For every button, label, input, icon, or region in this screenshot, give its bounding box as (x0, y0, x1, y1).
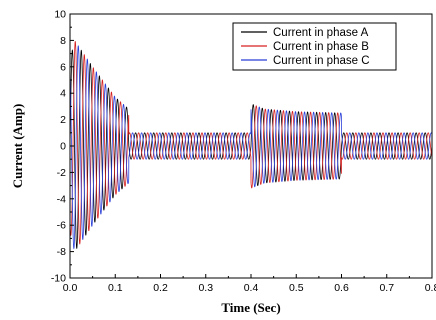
x-tick-label: 0.5 (289, 282, 304, 294)
y-axis-title: Current (Amp) (10, 104, 25, 189)
series-layer (70, 40, 432, 250)
axis-layer: 0.0 0.1 0.2 0.3 0.4 0.5 0.6 0.7 0.8 10 8 6 4 2 0 -2 -4 -6… (51, 9, 436, 295)
y-tick-label: -8 (57, 246, 66, 258)
x-tick-label: 0.1 (108, 282, 123, 294)
legend-label: Current in phase A (273, 27, 369, 39)
series-line-phase-a (70, 49, 432, 249)
x-axis-title: Time (Sec) (221, 300, 280, 315)
legend: Current in phase A Current in phase B Curr… (232, 22, 397, 71)
x-tick-label: 0.4 (244, 282, 259, 294)
y-tick-label: -10 (51, 273, 66, 285)
y-tick-label: 2 (60, 114, 66, 126)
series-line-phase-c (70, 45, 432, 250)
y-tick-label: 8 (60, 35, 66, 47)
x-tick-label: 0.0 (63, 282, 78, 294)
y-tick-label: -2 (57, 167, 66, 179)
y-tick-label: -6 (57, 220, 66, 232)
y-tick-label: 6 (60, 61, 66, 73)
x-tick-label: 0.2 (153, 282, 168, 294)
y-tick-label: -4 (57, 193, 66, 205)
x-tick-label: 0.6 (334, 282, 349, 294)
legend-label: Current in phase B (273, 41, 369, 53)
series-line-phase-b (70, 40, 432, 245)
x-tick-label: 0.3 (198, 282, 213, 294)
legend-label: Current in phase C (273, 55, 370, 67)
x-tick-label: 0.8 (425, 282, 436, 294)
y-tick-label: 0 (60, 141, 66, 153)
y-tick-label: 4 (60, 88, 66, 100)
x-tick-label: 0.7 (379, 282, 394, 294)
y-tick-label: 10 (54, 9, 66, 21)
